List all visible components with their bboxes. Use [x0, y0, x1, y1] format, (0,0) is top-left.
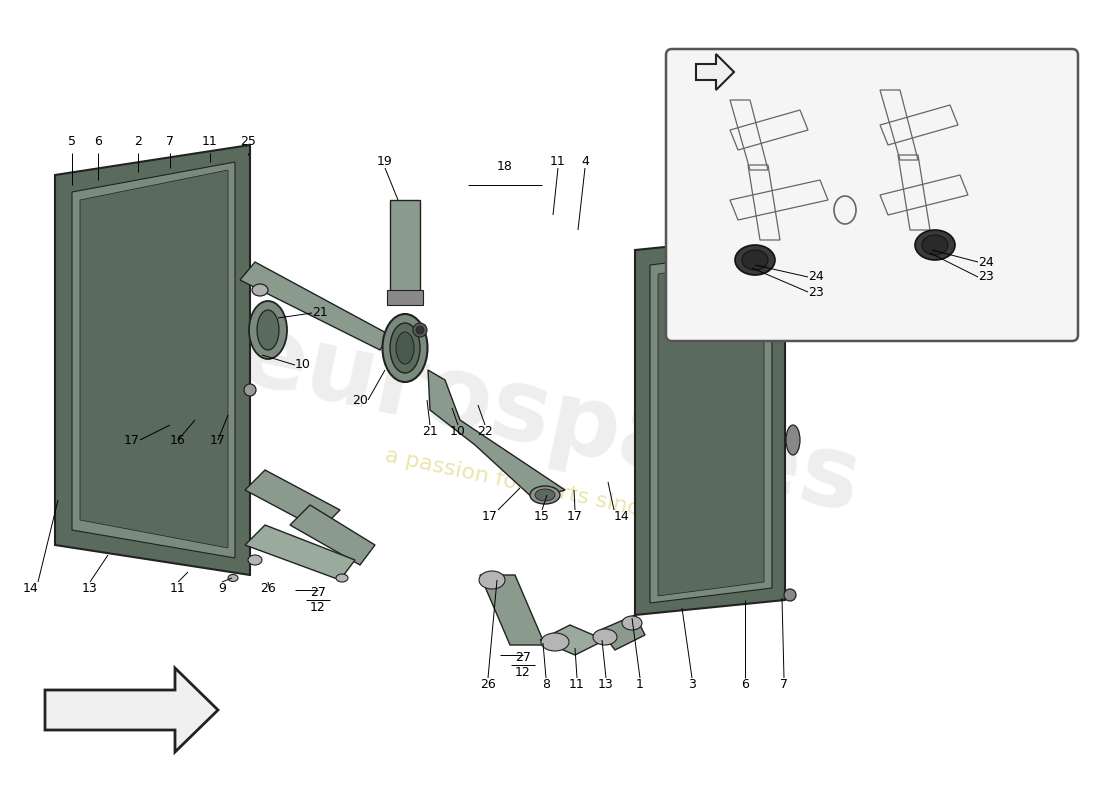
Ellipse shape: [244, 384, 256, 396]
Text: 19: 19: [377, 155, 393, 168]
Text: 14: 14: [22, 582, 38, 595]
Polygon shape: [600, 615, 645, 650]
Polygon shape: [290, 505, 375, 565]
Polygon shape: [72, 162, 235, 558]
Ellipse shape: [249, 301, 287, 359]
Ellipse shape: [257, 310, 279, 350]
Ellipse shape: [922, 235, 948, 255]
Text: 25: 25: [240, 135, 256, 148]
Ellipse shape: [621, 616, 642, 630]
Text: 13: 13: [598, 678, 614, 691]
Text: 15: 15: [535, 510, 550, 523]
Text: 18: 18: [497, 160, 513, 173]
Text: 24: 24: [808, 270, 824, 283]
Polygon shape: [696, 54, 734, 90]
Text: 26: 26: [260, 582, 276, 595]
Text: 21: 21: [312, 306, 328, 319]
Ellipse shape: [248, 555, 262, 565]
Polygon shape: [45, 668, 218, 752]
Polygon shape: [390, 200, 420, 300]
Text: 17: 17: [124, 434, 140, 446]
Text: 11: 11: [550, 155, 565, 168]
Ellipse shape: [390, 323, 420, 373]
Text: 10: 10: [295, 358, 311, 371]
Text: 7: 7: [166, 135, 174, 148]
Text: 5: 5: [68, 135, 76, 148]
Text: 7: 7: [780, 678, 788, 691]
Text: 20: 20: [352, 394, 368, 406]
Ellipse shape: [535, 489, 556, 501]
Polygon shape: [650, 250, 772, 603]
Polygon shape: [387, 290, 424, 305]
Text: 21: 21: [422, 425, 438, 438]
Ellipse shape: [742, 250, 768, 270]
Text: 8: 8: [542, 678, 550, 691]
Polygon shape: [635, 235, 785, 615]
Text: 13: 13: [82, 582, 98, 595]
Polygon shape: [428, 370, 565, 500]
Text: 26: 26: [480, 678, 496, 691]
Ellipse shape: [593, 629, 617, 645]
Text: 27: 27: [515, 651, 531, 664]
Ellipse shape: [228, 574, 238, 582]
Text: 1: 1: [636, 678, 644, 691]
Text: 23: 23: [808, 286, 824, 298]
Text: 24: 24: [978, 255, 993, 269]
Ellipse shape: [412, 323, 427, 337]
Text: 17: 17: [210, 434, 225, 446]
Text: 11: 11: [170, 582, 186, 595]
Text: 14: 14: [614, 510, 629, 523]
Ellipse shape: [784, 589, 796, 601]
Polygon shape: [480, 575, 544, 645]
Text: 11: 11: [202, 135, 218, 148]
Text: 9: 9: [218, 582, 226, 595]
Ellipse shape: [336, 574, 348, 582]
Text: 12: 12: [310, 601, 326, 614]
Text: 4: 4: [581, 155, 589, 168]
Text: eurospares: eurospares: [231, 307, 869, 533]
Polygon shape: [240, 262, 390, 350]
Polygon shape: [245, 470, 340, 530]
Text: 3: 3: [689, 678, 696, 691]
Ellipse shape: [735, 245, 776, 275]
Ellipse shape: [541, 633, 569, 651]
Text: 17: 17: [568, 510, 583, 523]
Polygon shape: [245, 525, 355, 580]
Polygon shape: [658, 258, 764, 596]
Polygon shape: [80, 170, 228, 548]
FancyBboxPatch shape: [666, 49, 1078, 341]
Text: 6: 6: [741, 678, 749, 691]
Text: 6: 6: [95, 135, 102, 148]
Text: 2: 2: [134, 135, 142, 148]
Text: 27: 27: [310, 586, 326, 599]
Ellipse shape: [396, 332, 414, 364]
Ellipse shape: [252, 284, 268, 296]
Text: a passion for parts since 1982: a passion for parts since 1982: [383, 446, 717, 534]
Text: 23: 23: [978, 270, 993, 283]
Text: 22: 22: [477, 425, 493, 438]
Text: 12: 12: [515, 666, 531, 679]
Ellipse shape: [786, 425, 800, 455]
Text: 11: 11: [569, 678, 585, 691]
Ellipse shape: [478, 571, 505, 589]
Polygon shape: [540, 625, 605, 655]
Text: 16: 16: [170, 434, 186, 446]
Ellipse shape: [915, 230, 955, 260]
Ellipse shape: [530, 486, 560, 504]
Polygon shape: [55, 145, 250, 575]
Text: 10: 10: [450, 425, 466, 438]
Ellipse shape: [383, 314, 428, 382]
Ellipse shape: [416, 326, 424, 334]
Text: 17: 17: [482, 510, 498, 523]
